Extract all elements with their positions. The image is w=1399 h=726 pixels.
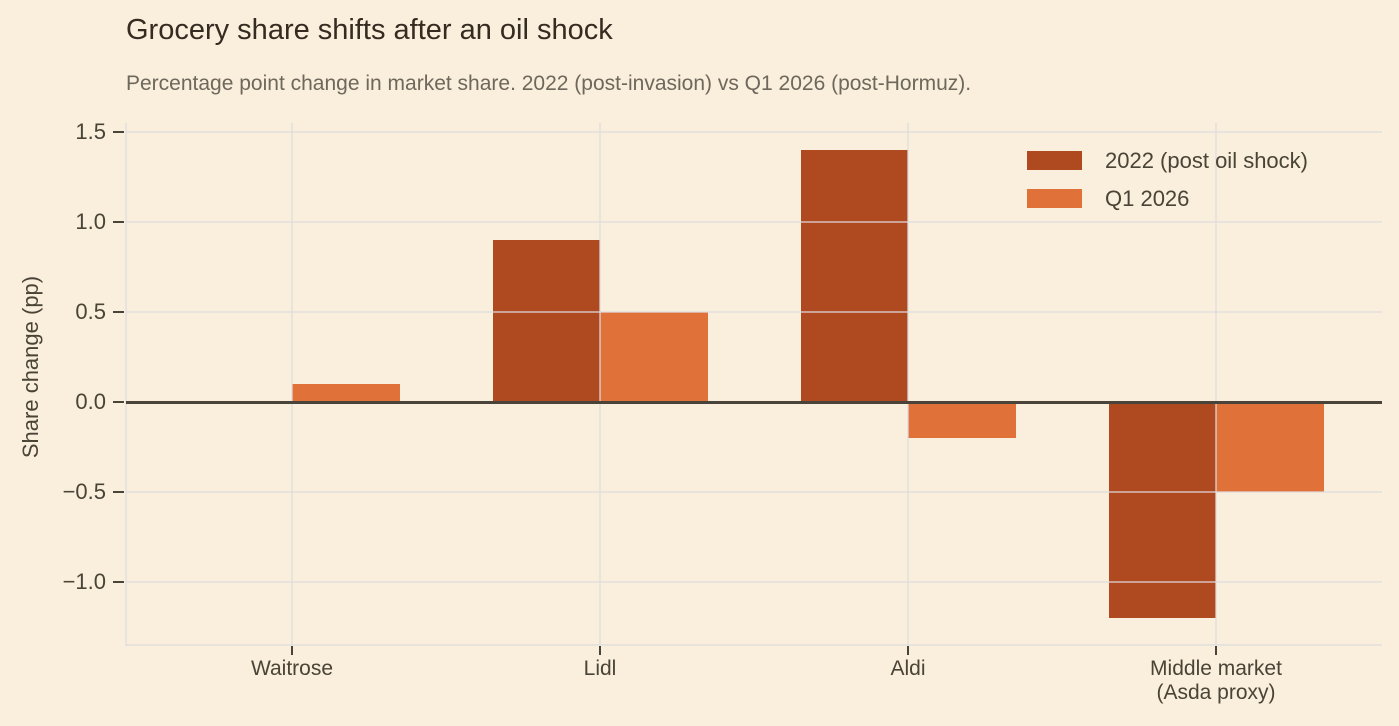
chart-title: Grocery share shifts after an oil shock bbox=[126, 14, 613, 46]
y-tick-label: 0.5 bbox=[75, 299, 106, 324]
legend-swatch bbox=[1027, 189, 1082, 208]
v-gridline bbox=[1215, 123, 1217, 645]
v-gridline bbox=[291, 123, 293, 645]
x-tick-label: Aldi bbox=[890, 657, 926, 680]
x-tick-label: Waitrose bbox=[250, 657, 334, 680]
h-gridline bbox=[126, 311, 1382, 313]
x-tick-label: Middle market (Asda proxy) bbox=[1150, 657, 1282, 704]
legend: 2022 (post oil shock) Q1 2026 bbox=[1027, 148, 1308, 227]
y-tick-mark bbox=[113, 311, 124, 313]
h-gridline bbox=[126, 221, 1382, 223]
y-tick-label: −0.5 bbox=[62, 479, 106, 504]
bar-2022-post-oil-shock--lidl bbox=[492, 240, 600, 402]
chart-subtitle: Percentage point change in market share.… bbox=[126, 72, 972, 95]
legend-label: 2022 (post oil shock) bbox=[1105, 148, 1308, 173]
h-gridline bbox=[126, 131, 1382, 133]
bar-2022-post-oil-shock--aldi bbox=[800, 150, 908, 402]
legend-label: Q1 2026 bbox=[1105, 186, 1190, 211]
y-tick-label: 1.0 bbox=[75, 209, 106, 234]
bar-q1-2026-middle-market bbox=[1216, 402, 1324, 492]
y-tick-label: 0.0 bbox=[75, 389, 106, 414]
y-tick-mark bbox=[113, 581, 124, 583]
zero-line bbox=[126, 400, 1382, 404]
bar-q1-2026-aldi bbox=[908, 402, 1016, 438]
legend-swatch bbox=[1027, 151, 1082, 170]
x-tick-mark bbox=[1215, 646, 1217, 655]
panel-bottom-edge bbox=[126, 644, 1382, 646]
y-tick-mark bbox=[113, 401, 124, 403]
legend-item: Q1 2026 bbox=[1027, 186, 1308, 211]
y-tick-label: −1.0 bbox=[62, 569, 106, 594]
x-tick-mark bbox=[907, 646, 909, 655]
v-gridline bbox=[599, 123, 601, 645]
h-gridline bbox=[126, 491, 1382, 493]
y-tick-label: 1.5 bbox=[75, 119, 106, 144]
y-tick-mark bbox=[113, 131, 124, 133]
x-tick-mark bbox=[599, 646, 601, 655]
y-tick-mark bbox=[113, 221, 124, 223]
panel-left-edge bbox=[125, 123, 127, 646]
x-tick-label: Lidl bbox=[583, 657, 617, 680]
legend-item: 2022 (post oil shock) bbox=[1027, 148, 1308, 173]
bar-q1-2026-waitrose bbox=[292, 384, 400, 402]
y-tick-mark bbox=[113, 491, 124, 493]
x-tick-mark bbox=[291, 646, 293, 655]
bar-q1-2026-lidl bbox=[600, 312, 708, 402]
v-gridline bbox=[907, 123, 909, 645]
bar-2022-post-oil-shock--middle-market bbox=[1108, 402, 1216, 618]
h-gridline bbox=[126, 581, 1382, 583]
